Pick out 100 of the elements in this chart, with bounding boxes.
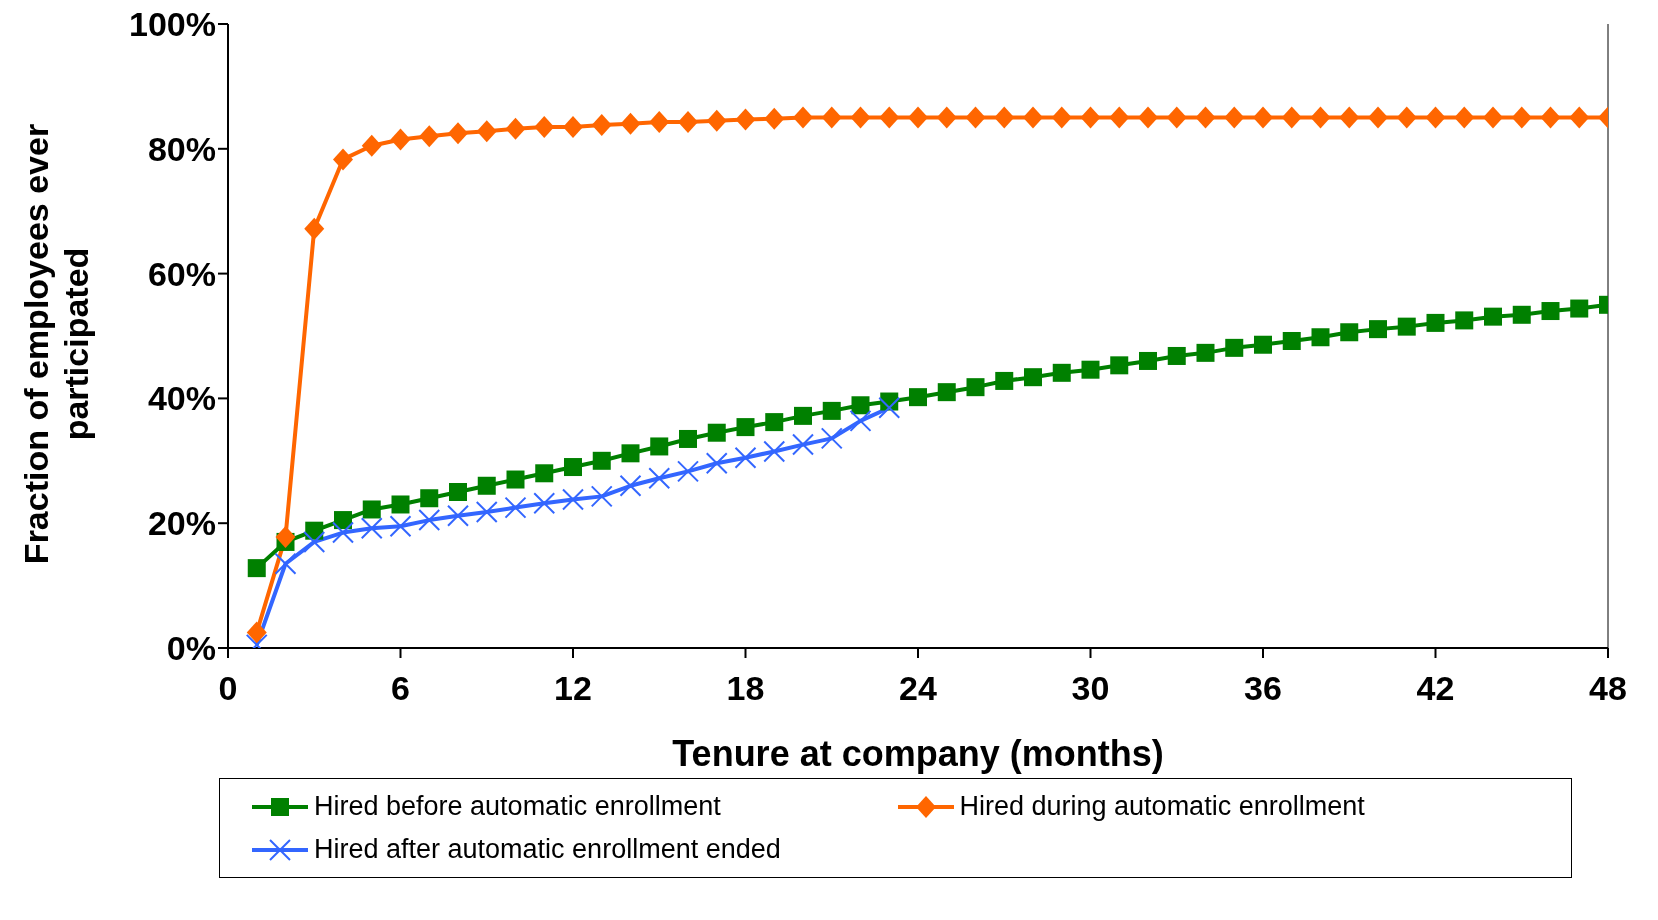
point (477, 476, 496, 495)
point (1167, 346, 1186, 365)
point (535, 464, 554, 483)
point (707, 423, 726, 442)
point (678, 110, 698, 133)
point (420, 489, 439, 508)
point (1051, 106, 1072, 129)
point (822, 401, 841, 420)
x-tick-label: 0 (218, 669, 238, 708)
x-tick-label: 24 (899, 669, 937, 708)
point (1282, 331, 1301, 350)
point (878, 396, 901, 419)
point (763, 440, 786, 463)
point (391, 495, 410, 514)
point (650, 437, 669, 456)
point (765, 413, 784, 432)
point (1166, 106, 1187, 129)
point (1483, 106, 1503, 129)
point (419, 125, 440, 148)
point (1570, 299, 1589, 318)
point (448, 122, 468, 145)
point (735, 108, 756, 131)
point (1253, 106, 1273, 129)
point (936, 106, 957, 129)
point (1254, 335, 1272, 354)
y-tick-label: 100% (129, 5, 216, 44)
x-tick-label: 6 (391, 669, 410, 708)
point (850, 106, 871, 129)
point (592, 451, 611, 470)
point (1340, 323, 1359, 342)
point (1052, 363, 1071, 382)
point (246, 621, 267, 644)
point (909, 388, 927, 407)
x-tick-label: 42 (1416, 669, 1455, 708)
point (736, 418, 755, 437)
point (304, 217, 325, 240)
point (1541, 302, 1560, 321)
point (275, 525, 296, 548)
point (1339, 106, 1360, 129)
point (1080, 106, 1101, 129)
point (679, 429, 697, 448)
point (390, 128, 411, 151)
point (994, 106, 1015, 129)
point (1310, 106, 1331, 129)
point (1397, 317, 1416, 336)
point (1196, 343, 1215, 362)
point (794, 406, 812, 425)
point (1024, 368, 1042, 387)
point (1195, 106, 1216, 129)
point (504, 496, 527, 519)
legend-label: Hired during automatic enrollment (959, 791, 1365, 822)
point (1225, 338, 1244, 357)
point (1455, 311, 1474, 330)
point (793, 106, 813, 129)
point (564, 458, 582, 477)
point (1138, 106, 1158, 129)
y-tick-label: 40% (147, 379, 216, 418)
point (849, 409, 872, 432)
point (449, 483, 467, 501)
point (1023, 106, 1043, 129)
point (619, 474, 642, 497)
y-tick-label: 0% (166, 629, 216, 668)
point (620, 112, 641, 135)
y-axis-title: Fraction of employees ever participated (17, 123, 95, 565)
point (418, 509, 441, 532)
point (1281, 106, 1302, 129)
point (1484, 307, 1502, 326)
point (764, 107, 785, 130)
x-tick-label: 48 (1589, 669, 1627, 708)
point (734, 446, 757, 469)
point (649, 110, 670, 133)
x-axis-title: Tenure at company (months) (672, 733, 1164, 774)
point (706, 109, 727, 132)
point (677, 460, 699, 483)
point (334, 511, 352, 530)
point (1110, 356, 1129, 375)
point (362, 500, 381, 519)
point (506, 470, 525, 489)
point (1512, 305, 1531, 324)
point (851, 396, 870, 415)
point (360, 517, 383, 540)
legend-label: Hired before automatic enrollment (314, 791, 721, 822)
point (389, 515, 412, 538)
point (361, 134, 382, 157)
point (995, 371, 1014, 390)
point (476, 120, 497, 143)
x-tick-label: 12 (554, 669, 592, 708)
point (1139, 351, 1157, 370)
legend-label: Hired after automatic enrollment ended (314, 834, 781, 865)
point (333, 148, 353, 171)
x-tick-label: 30 (1071, 669, 1110, 708)
y-tick-label: 80% (147, 129, 216, 168)
point (303, 530, 326, 553)
point (591, 114, 612, 137)
point (705, 452, 728, 475)
point (1311, 328, 1330, 347)
point (965, 106, 986, 129)
y-tick-label: 20% (147, 504, 216, 543)
point (1454, 106, 1475, 129)
point (332, 521, 354, 544)
